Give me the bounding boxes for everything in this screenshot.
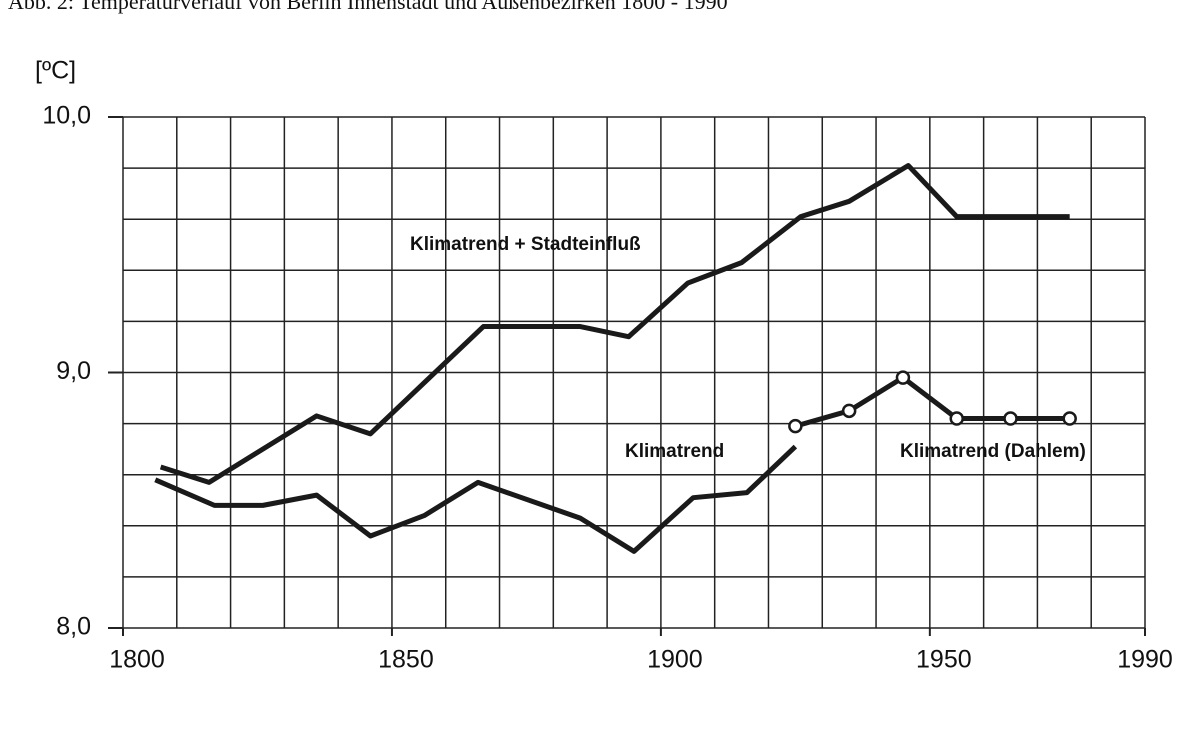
- y-tick-label: 8,0: [56, 613, 91, 641]
- y-tick-label: 9,0: [56, 357, 91, 385]
- x-tick-label: 1850: [378, 646, 434, 674]
- y-axis-label: [ºC]: [35, 57, 76, 85]
- x-tick-label: 1990: [1117, 646, 1173, 674]
- marker: [788, 418, 803, 434]
- marker: [1062, 411, 1077, 426]
- series-label: Klimatrend + Stadteinfluß: [410, 234, 641, 255]
- marker: [949, 411, 964, 426]
- marker: [1003, 411, 1018, 426]
- series-line: [154, 444, 798, 554]
- y-tick-label: 10,0: [42, 102, 91, 130]
- series-label: Klimatrend (Dahlem): [900, 441, 1086, 462]
- series-line: [159, 163, 1070, 485]
- marker: [841, 403, 857, 419]
- marker: [895, 370, 911, 385]
- chart-title: Abb. 2: Temperaturverlauf von Berlin Inn…: [8, 0, 728, 14]
- series-label: Klimatrend: [625, 441, 724, 462]
- x-tick-label: 1800: [109, 646, 165, 674]
- series-line: [794, 375, 1070, 429]
- x-tick-label: 1900: [647, 646, 703, 674]
- x-tick-label: 1950: [916, 646, 972, 674]
